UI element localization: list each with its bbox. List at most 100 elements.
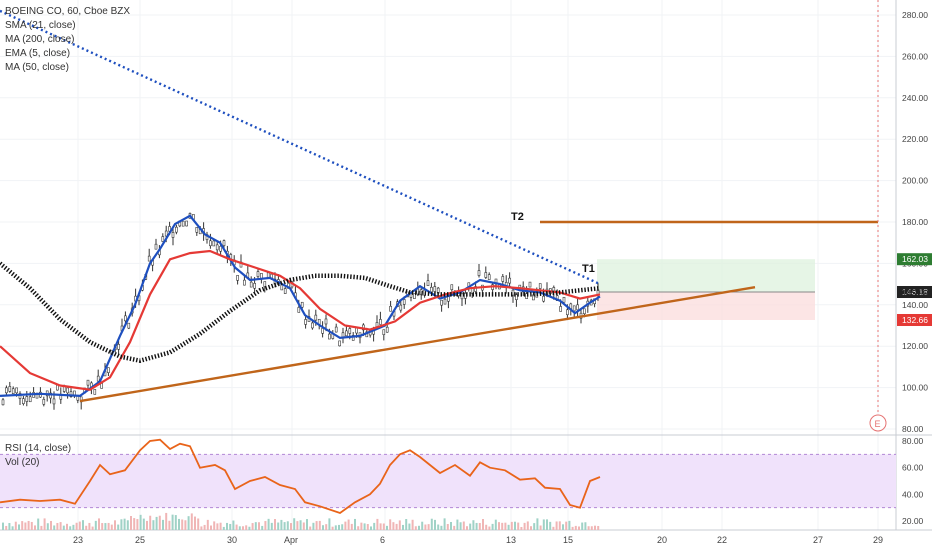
candle-body [351,335,355,341]
price-tick-label: 200.00 [902,176,928,186]
volume-bar [91,526,94,530]
volume-bar [104,523,107,530]
volume-bar [395,523,398,530]
volume-bar [187,516,190,530]
volume-bar [341,524,344,530]
volume-bar [24,522,27,530]
volume-bar [302,522,305,530]
series-rsi [0,438,601,514]
rsi-legend: RSI (14, close) [5,443,71,454]
volume-bar [190,513,193,530]
candle-body [175,226,178,233]
x-tick-label: 29 [873,535,883,545]
candle-body [107,367,110,373]
candle-body [542,295,545,302]
price-tick-label: 120.00 [902,341,928,351]
candle-body [209,240,212,247]
volume-bar [446,523,449,530]
volume-bar [402,524,404,530]
volume-bar [309,526,312,530]
volume-bar [517,522,520,530]
volume-bar [315,521,318,530]
volume-bar [424,524,427,530]
volume-bar [370,526,372,530]
volume-bar [456,519,459,530]
volume-bar [552,526,555,530]
candle-body [450,284,454,290]
x-tick-label: 23 [73,535,83,545]
candle-body [559,306,562,312]
volume-bar [34,525,36,530]
candle-body [385,326,389,333]
volume-bar [72,524,75,530]
candle-body [440,299,443,306]
volume-bar [405,519,408,530]
volume-bar [293,518,296,530]
rsi-tick-label: 60.00 [902,463,924,473]
price-tick-label: 180.00 [902,217,928,227]
candle-body [389,305,392,312]
rsi-tick-label: 20.00 [902,516,924,526]
x-tick-label: 13 [506,535,516,545]
indicator-legend-3: EMA (5, close) [5,48,70,59]
volume-bar [331,526,334,530]
volume-bar [206,519,209,530]
candle-body [219,245,222,252]
volume-bar [571,526,574,530]
price-tick-label: 220.00 [902,134,928,144]
volume-bar [562,524,564,530]
volume-bar [152,520,155,530]
legend-sma: SMA (21, close) [5,20,76,31]
price-tick-label: 280.00 [902,10,928,20]
volume-bar [565,521,568,530]
volume-bar [443,518,446,530]
rsi-band [0,454,896,508]
volume-bar [379,523,382,530]
volume-bar [94,520,97,530]
volume-bar [146,520,148,530]
candle-body [328,333,331,340]
candle-body [215,244,219,251]
volume-bar [354,518,356,530]
volume-bar [226,522,228,530]
volume-bar [507,524,510,530]
indicator-legend-2: MA (200, close) [5,34,74,45]
candle-body [11,388,15,395]
volume-bar [53,525,56,530]
candle-body [538,283,542,289]
volume-bar [216,523,219,530]
volume-bar [472,520,475,530]
volume-bar [408,523,411,530]
candle-body [249,281,253,288]
candle-body [304,319,307,325]
symbol-title-text: BOEING CO, 60, Cboe BZX [5,6,131,17]
volume-bar [248,526,251,530]
volume-bar [50,520,52,530]
volume-bar [414,526,417,530]
volume-bar [14,521,17,530]
volume-bar [539,525,542,530]
volume-bar [254,522,257,530]
volume-bar [536,518,539,530]
candle-body [52,398,56,405]
volume-bar [488,526,491,530]
volume-bar [69,526,72,530]
volume-bar [43,518,46,530]
volume-bar [242,526,244,530]
volume-bar [270,522,273,530]
volume-bar [530,526,532,530]
volume-bar [88,522,91,530]
candle-body [297,307,301,313]
candle-body [171,232,175,238]
volume-bar [203,524,206,530]
candle-body [508,277,511,284]
volume-bar [296,521,299,530]
volume-bar [184,520,187,530]
volume-bar [107,522,110,530]
volume-bar [597,525,600,530]
volume-bar [542,519,545,530]
legend-ma200: MA (200, close) [5,34,75,45]
candle-body [280,284,284,291]
candle-body [348,328,352,334]
